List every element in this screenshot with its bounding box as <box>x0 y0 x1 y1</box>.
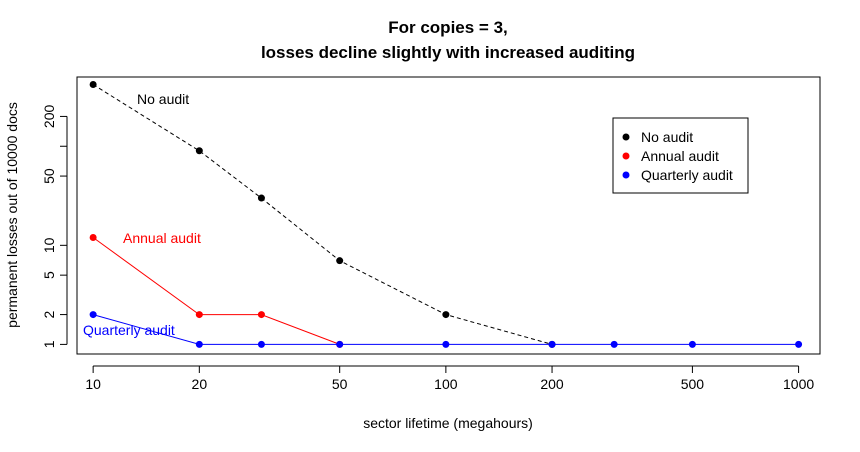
data-point <box>442 340 450 348</box>
series-layer <box>89 81 803 348</box>
data-point <box>257 194 265 202</box>
data-point <box>336 257 344 265</box>
data-point <box>195 340 203 348</box>
y-tick-label: 200 <box>41 105 57 129</box>
y-tick-label: 1 <box>41 340 57 348</box>
data-point <box>442 311 450 319</box>
y-tick-label: 50 <box>41 168 57 184</box>
x-axis: 10 20 50 100 200 500 1000 <box>85 365 814 392</box>
y-axis: 1 2 5 10 50 200 <box>41 105 68 348</box>
annotation-label: Quarterly audit <box>83 322 175 338</box>
x-tick-label: 200 <box>540 376 564 392</box>
legend-marker <box>622 133 630 141</box>
data-point <box>257 311 265 319</box>
legend: No audit Annual audit Quarterly audit <box>612 117 749 194</box>
data-point <box>336 340 344 348</box>
y-axis-label: permanent losses out of 10000 docs <box>4 102 20 328</box>
data-point <box>89 311 97 319</box>
data-point <box>89 81 97 89</box>
legend-label: Quarterly audit <box>641 167 733 183</box>
series-0 <box>89 81 556 348</box>
x-axis-label: sector lifetime (megahours) <box>363 415 533 431</box>
series-line <box>92 314 799 345</box>
legend-box <box>612 117 749 194</box>
annotation-label: No audit <box>137 91 189 107</box>
x-tick-label: 100 <box>434 376 458 392</box>
data-point <box>610 340 618 348</box>
data-point <box>89 233 97 241</box>
series-1 <box>89 233 344 348</box>
data-point <box>195 147 203 155</box>
data-point <box>257 340 265 348</box>
x-tick-label: 50 <box>332 376 348 392</box>
x-tick-label: 10 <box>85 376 101 392</box>
data-point <box>548 340 556 348</box>
y-tick-label: 5 <box>41 271 57 279</box>
annotation-layer: No audit Annual audit Quarterly audit <box>83 91 201 338</box>
legend-label: No audit <box>641 129 693 145</box>
y-tick-label: 2 <box>41 310 57 318</box>
chart-title-line-2: losses decline slightly with increased a… <box>261 43 635 62</box>
data-point <box>195 311 203 319</box>
legend-label: Annual audit <box>641 148 719 164</box>
x-tick-label: 500 <box>681 376 705 392</box>
legend-marker <box>622 171 630 179</box>
plot-area-frame <box>76 76 821 355</box>
legend-marker <box>622 152 630 160</box>
data-point <box>795 340 803 348</box>
x-tick-label: 20 <box>192 376 208 392</box>
y-tick-label: 10 <box>41 237 57 253</box>
series-2 <box>89 311 803 348</box>
data-point <box>688 340 696 348</box>
x-tick-label: 1000 <box>783 376 814 392</box>
series-line <box>92 84 553 345</box>
series-line <box>92 237 340 345</box>
annotation-label: Annual audit <box>123 230 201 246</box>
chart-title-line-1: For copies = 3, <box>388 18 508 37</box>
